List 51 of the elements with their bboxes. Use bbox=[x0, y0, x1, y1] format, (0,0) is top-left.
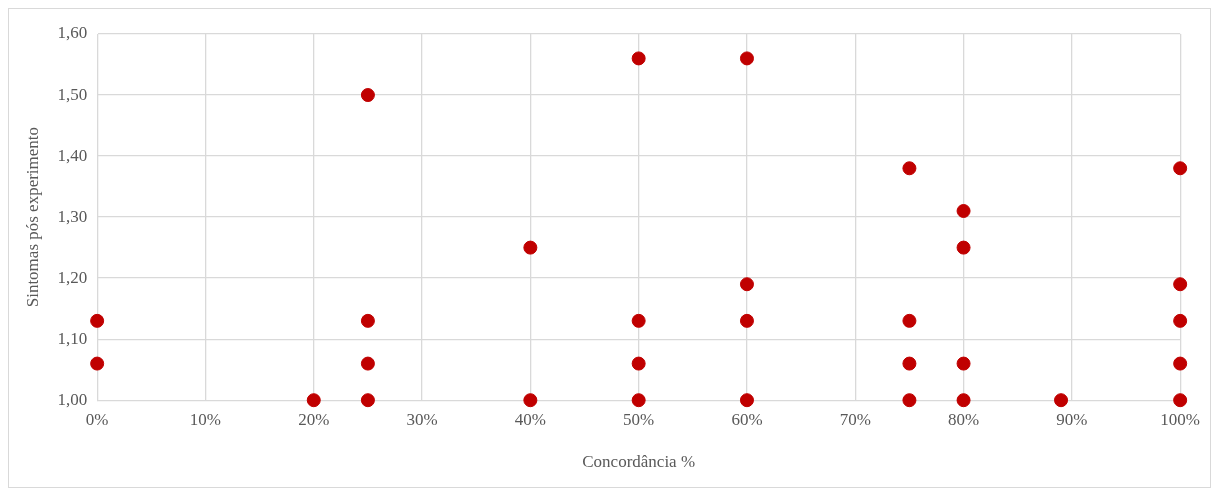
point bbox=[956, 240, 971, 255]
point bbox=[1173, 313, 1188, 328]
point bbox=[956, 356, 971, 371]
point bbox=[956, 204, 971, 218]
point bbox=[902, 356, 917, 371]
point bbox=[739, 313, 754, 328]
point bbox=[90, 313, 105, 328]
x-tick-label: 40% bbox=[514, 409, 546, 429]
point bbox=[902, 161, 917, 176]
x-tick-label: 50% bbox=[623, 409, 655, 429]
point bbox=[739, 393, 754, 408]
point bbox=[360, 88, 375, 103]
point bbox=[902, 393, 917, 408]
point bbox=[360, 393, 375, 408]
point bbox=[739, 51, 754, 66]
x-tick-label: 0% bbox=[85, 409, 109, 429]
point bbox=[523, 240, 538, 255]
x-axis-title: Concordância % bbox=[582, 452, 696, 472]
x-tick-label: 20% bbox=[298, 409, 330, 429]
x-tick-label: 90% bbox=[1056, 409, 1088, 429]
point bbox=[360, 313, 375, 328]
y-axis-title: Sintomas pós experimento bbox=[22, 126, 42, 308]
point bbox=[90, 356, 105, 371]
point bbox=[902, 313, 917, 328]
point bbox=[631, 356, 646, 371]
point bbox=[306, 393, 321, 408]
point bbox=[1173, 277, 1188, 292]
x-tick-label: 70% bbox=[839, 409, 871, 429]
y-tick-label: 1,20 bbox=[57, 267, 88, 287]
point bbox=[956, 393, 971, 408]
y-tick-label: 1,60 bbox=[57, 23, 88, 43]
point bbox=[631, 313, 646, 328]
y-tick-label: 1,10 bbox=[57, 328, 88, 348]
point bbox=[631, 393, 646, 408]
y-tick-label: 1,00 bbox=[57, 389, 88, 409]
point bbox=[1173, 393, 1188, 408]
point bbox=[631, 51, 646, 66]
x-tick-label: 60% bbox=[731, 409, 763, 429]
y-tick-label: 1,40 bbox=[57, 145, 88, 165]
x-tick-label: 10% bbox=[189, 409, 222, 429]
y-tick-label: 1,30 bbox=[57, 206, 88, 226]
point bbox=[739, 277, 754, 292]
x-tick-label: 30% bbox=[406, 409, 438, 429]
x-tick-label: 80% bbox=[947, 409, 980, 429]
point bbox=[1173, 161, 1188, 176]
point bbox=[1054, 393, 1069, 408]
y-tick-label: 1,50 bbox=[57, 84, 88, 104]
point bbox=[523, 393, 538, 408]
point bbox=[360, 356, 375, 371]
point bbox=[1173, 356, 1188, 371]
x-tick-label: 100% bbox=[1160, 409, 1201, 429]
